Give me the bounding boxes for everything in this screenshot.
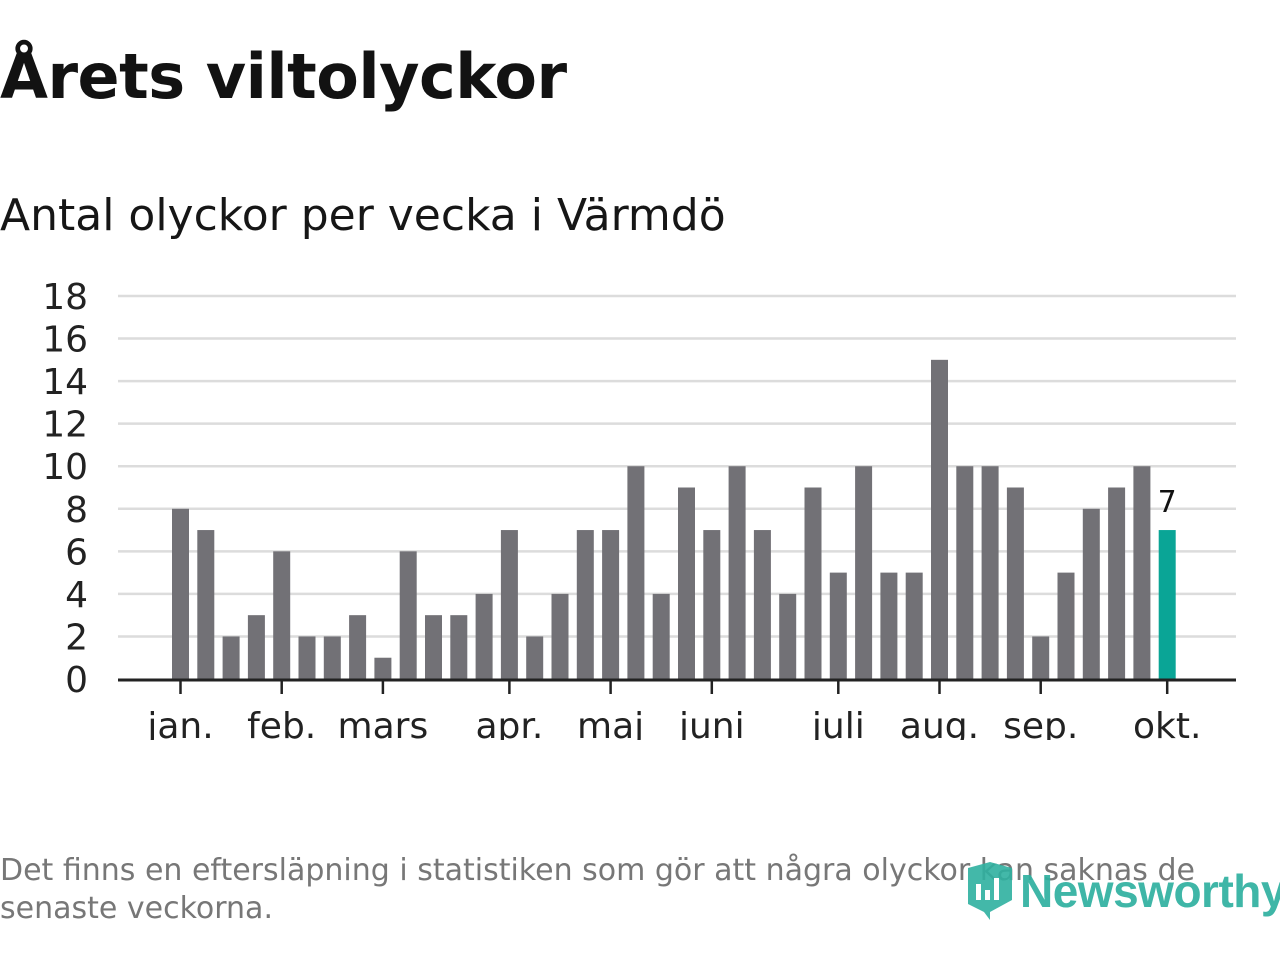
bar <box>753 530 771 679</box>
bar <box>931 359 948 679</box>
bar <box>703 530 721 679</box>
x-tick-label: sep. <box>1003 706 1078 740</box>
y-tick-label: 0 <box>65 660 88 701</box>
bar <box>475 593 493 679</box>
bar <box>197 530 215 679</box>
bar <box>576 530 594 679</box>
y-tick-label: 12 <box>42 405 88 446</box>
bar <box>652 593 670 679</box>
y-tick-label: 16 <box>42 320 88 361</box>
x-tick-label: feb. <box>247 706 316 740</box>
bar <box>222 636 240 679</box>
bar <box>602 530 620 679</box>
newsworthy-logo-icon <box>968 862 1012 920</box>
bar <box>678 487 695 679</box>
bar <box>1133 466 1151 679</box>
bar <box>247 615 265 679</box>
bar <box>551 593 569 679</box>
x-tick-label: juli <box>811 706 865 740</box>
bar <box>172 508 189 679</box>
chart-title: Årets viltolyckor <box>0 40 567 113</box>
bar <box>1032 636 1050 679</box>
y-tick-label: 18 <box>42 277 88 318</box>
y-tick-label: 6 <box>65 532 88 573</box>
bar <box>399 551 417 679</box>
bar <box>855 466 873 679</box>
bar <box>1057 572 1075 679</box>
bar <box>1006 487 1024 679</box>
data-label: 7 <box>1158 485 1177 520</box>
bar <box>804 487 822 679</box>
x-tick-label: juni <box>678 706 745 740</box>
bar <box>1108 487 1126 679</box>
bar <box>829 572 847 679</box>
x-tick-label: okt. <box>1133 706 1201 740</box>
x-tick-label: mars <box>338 706 429 740</box>
y-tick-label: 10 <box>42 447 88 488</box>
bar <box>425 615 442 679</box>
x-tick-label: jan. <box>146 706 213 740</box>
bar <box>526 636 544 679</box>
bar <box>981 466 999 679</box>
bar <box>323 636 341 679</box>
bar <box>298 636 316 679</box>
bar <box>880 572 898 679</box>
bar <box>374 657 392 679</box>
y-tick-label: 8 <box>65 490 88 531</box>
y-tick-label: 4 <box>65 575 88 616</box>
bar <box>779 593 797 679</box>
bar <box>273 551 291 679</box>
bar <box>1082 508 1100 679</box>
chart-subtitle: Antal olyckor per vecka i Värmdö <box>0 190 726 241</box>
newsworthy-logo-text: Newsworthy <box>1020 865 1280 917</box>
x-tick-label: maj <box>577 706 644 740</box>
y-tick-label: 2 <box>65 617 88 658</box>
bar <box>627 466 645 679</box>
bar <box>349 615 367 679</box>
bar <box>450 615 468 679</box>
bar <box>728 466 746 679</box>
x-tick-label: aug. <box>900 706 979 740</box>
bar <box>500 530 518 679</box>
bar <box>905 572 923 679</box>
newsworthy-logo: Newsworthy <box>964 860 1280 922</box>
x-tick-label: apr. <box>475 706 543 740</box>
y-tick-label: 14 <box>42 362 88 403</box>
bar <box>956 466 974 679</box>
bar-highlight <box>1158 530 1176 679</box>
